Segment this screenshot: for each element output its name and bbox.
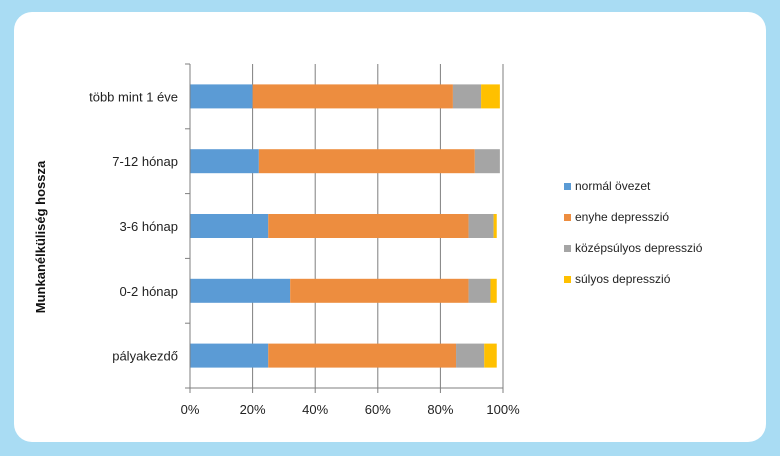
legend-swatch (564, 183, 571, 190)
x-tick-label: 0% (181, 402, 200, 417)
bar-segment (468, 214, 494, 238)
bar-segment (190, 214, 269, 238)
bar-segment (190, 343, 269, 368)
bar-segment (456, 343, 485, 368)
legend-label: enyhe depresszió (575, 210, 669, 224)
x-tick-labels: 0% 20% 40% 60% 80% 100% (181, 402, 520, 417)
bar-segment (290, 278, 469, 303)
legend-label: normál övezet (575, 179, 651, 193)
category-label: 3-6 hónap (119, 219, 178, 234)
legend-swatch (564, 245, 571, 252)
category-label: több mint 1 éve (89, 89, 178, 104)
x-tick-label: 40% (302, 402, 328, 417)
bar-segment (490, 278, 497, 303)
bar-segment (190, 278, 291, 303)
y-axis-title: Munkanélküliség hossza (33, 160, 48, 313)
bar-segment (268, 214, 469, 238)
bar-segment (268, 343, 457, 368)
bar-segment (493, 214, 497, 238)
x-tick-label: 60% (365, 402, 391, 417)
x-tick-label: 20% (240, 402, 266, 417)
legend-swatch (564, 214, 571, 221)
bars (190, 84, 500, 368)
legend-swatch (564, 276, 571, 283)
category-label: pályakezdő (112, 349, 178, 364)
x-tick-label: 100% (486, 402, 520, 417)
legend: normál övezet enyhe depresszió középsúlyos… (564, 179, 703, 286)
legend-label: súlyos depresszió (575, 272, 671, 286)
bar-segment (190, 149, 259, 174)
bar-segment (190, 84, 253, 109)
x-tick-label: 80% (427, 402, 453, 417)
category-label: 7-12 hónap (112, 154, 178, 169)
category-labels: több mint 1 éve 7-12 hónap 3-6 hónap 0-2 hó… (89, 89, 178, 363)
bar-segment (452, 84, 482, 109)
bar-segment (474, 149, 500, 174)
bar-segment (481, 84, 500, 109)
bar-segment (252, 84, 453, 109)
axes (185, 63, 504, 393)
bar-segment (484, 343, 497, 368)
bar-segment (468, 278, 491, 303)
bar-segment (258, 149, 475, 174)
legend-label: középsúlyos depresszió (575, 241, 703, 255)
category-label: 0-2 hónap (119, 284, 178, 299)
